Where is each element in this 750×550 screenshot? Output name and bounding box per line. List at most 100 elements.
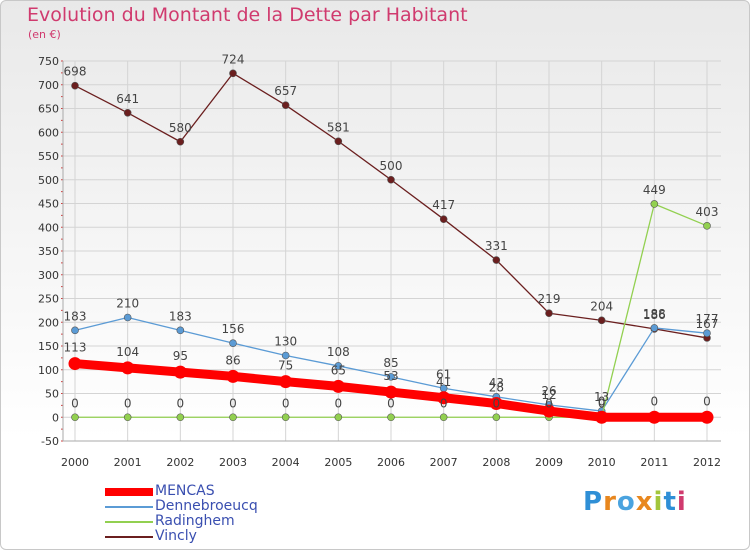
legend-label-radinghem: Radinghem [155, 513, 235, 529]
y-tick-label: 650 [38, 103, 59, 116]
y-tick-label: 100 [38, 364, 59, 377]
legend-label-dennebroeucq: Dennebroeucq [155, 498, 258, 514]
data-label-mencas: 113 [64, 341, 87, 355]
y-tick-label: 200 [38, 316, 59, 329]
chart-title: Evolution du Montant de la Dette par Hab… [27, 4, 468, 26]
y-tick-label: 450 [38, 198, 59, 211]
data-label-mencas: 0 [651, 394, 659, 408]
series-point-vincly [176, 137, 185, 146]
data-label-vincly: 167 [696, 317, 719, 331]
series-point-mencas [647, 410, 661, 424]
legend-swatch-vincly [105, 536, 153, 538]
logo-letter: x [635, 487, 654, 517]
data-label-vincly: 698 [64, 65, 87, 79]
series-point-mencas [595, 410, 609, 424]
x-tick-label: 2002 [166, 456, 194, 469]
y-tick-label: 700 [38, 79, 59, 92]
series-point-mencas [68, 357, 82, 371]
x-tick-label: 2006 [377, 456, 405, 469]
data-label-dennebroeucq: 210 [116, 297, 139, 311]
series-point-dennebroeucq [71, 326, 79, 335]
series-point-dennebroeucq [334, 362, 343, 370]
data-label-mencas: 41 [436, 375, 451, 389]
data-label-dennebroeucq: 156 [222, 322, 245, 336]
data-label-radinghem: 0 [440, 396, 448, 410]
logo-letter: i [676, 487, 687, 517]
series-point-radinghem [439, 413, 448, 422]
data-label-mencas: 75 [278, 359, 293, 373]
data-label-dennebroeucq: 183 [64, 309, 87, 323]
x-tick-label: 2005 [324, 456, 352, 469]
legend-label-vincly: Vincly [155, 528, 197, 544]
data-label-radinghem: 0 [282, 396, 290, 410]
series-point-mencas [437, 391, 451, 405]
series-point-vincly [71, 81, 79, 90]
series-point-dennebroeucq [281, 351, 290, 360]
series-point-vincly [334, 137, 343, 146]
x-tick-label: 2001 [114, 456, 142, 469]
chart-unit-label: (en €) [28, 28, 61, 41]
data-label-vincly: 724 [222, 52, 245, 66]
data-label-vincly: 657 [274, 84, 297, 98]
data-label-dennebroeucq: 188 [643, 307, 666, 321]
data-label-dennebroeucq: 43 [489, 376, 504, 390]
legend-swatch-radinghem [105, 521, 153, 523]
data-label-vincly: 204 [590, 299, 613, 313]
series-point-dennebroeucq [123, 313, 132, 322]
series-point-mencas [700, 410, 714, 424]
data-label-dennebroeucq: 85 [383, 356, 398, 370]
y-tick-label: 500 [38, 174, 59, 187]
legend-swatch-dennebroeucq [105, 506, 153, 508]
data-label-radinghem: 0 [124, 396, 132, 410]
data-label-mencas: 0 [598, 394, 606, 408]
y-tick-label: 750 [38, 55, 59, 68]
logo-letter: t [663, 487, 677, 517]
data-label-radinghem: 0 [335, 396, 343, 410]
data-label-vincly: 580 [169, 121, 192, 135]
data-label-mencas: 65 [331, 363, 346, 377]
series-point-radinghem [650, 200, 659, 208]
series-point-radinghem [71, 413, 79, 422]
y-tick-label: 300 [38, 269, 59, 282]
series-point-radinghem [123, 413, 132, 422]
x-tick-label: 2008 [482, 456, 510, 469]
series-point-mencas [384, 385, 398, 399]
data-label-vincly: 500 [380, 159, 403, 173]
y-tick-label: 0 [52, 411, 59, 424]
series-point-vincly [492, 256, 501, 264]
y-tick-label: -50 [41, 435, 59, 448]
y-tick-label: 150 [38, 340, 59, 353]
series-point-dennebroeucq [703, 329, 711, 337]
data-label-mencas: 0 [703, 394, 711, 408]
data-label-vincly: 641 [116, 92, 139, 106]
series-point-mencas [489, 396, 503, 410]
legend-label-mencas: MENCAS [155, 483, 215, 499]
data-label-radinghem: 0 [598, 396, 606, 410]
data-label-dennebroeucq: 108 [327, 345, 350, 359]
logo-letter: r [603, 487, 617, 517]
series-point-mencas [331, 379, 345, 393]
data-label-dennebroeucq: 183 [169, 309, 192, 323]
x-tick-label: 2003 [219, 456, 247, 469]
data-label-radinghem: 0 [493, 396, 501, 410]
data-label-mencas: 86 [225, 353, 240, 367]
series-point-mencas [279, 375, 293, 389]
data-label-mencas: 95 [173, 349, 188, 363]
series-point-radinghem [176, 413, 185, 422]
data-label-radinghem: 0 [387, 396, 395, 410]
data-label-dennebroeucq: 26 [541, 384, 556, 398]
data-label-radinghem: 0 [229, 396, 237, 410]
y-tick-label: 600 [38, 126, 59, 139]
x-tick-label: 2007 [430, 456, 458, 469]
x-tick-label: 2010 [588, 456, 616, 469]
logo-letter: o [616, 487, 636, 517]
y-tick-label: 350 [38, 245, 59, 258]
y-tick-label: 550 [38, 150, 59, 163]
data-label-vincly: 581 [327, 120, 350, 134]
x-tick-label: 2004 [272, 456, 300, 469]
legend-swatch-mencas [105, 488, 153, 496]
y-tick-label: 50 [45, 388, 59, 401]
series-point-vincly [439, 215, 448, 223]
